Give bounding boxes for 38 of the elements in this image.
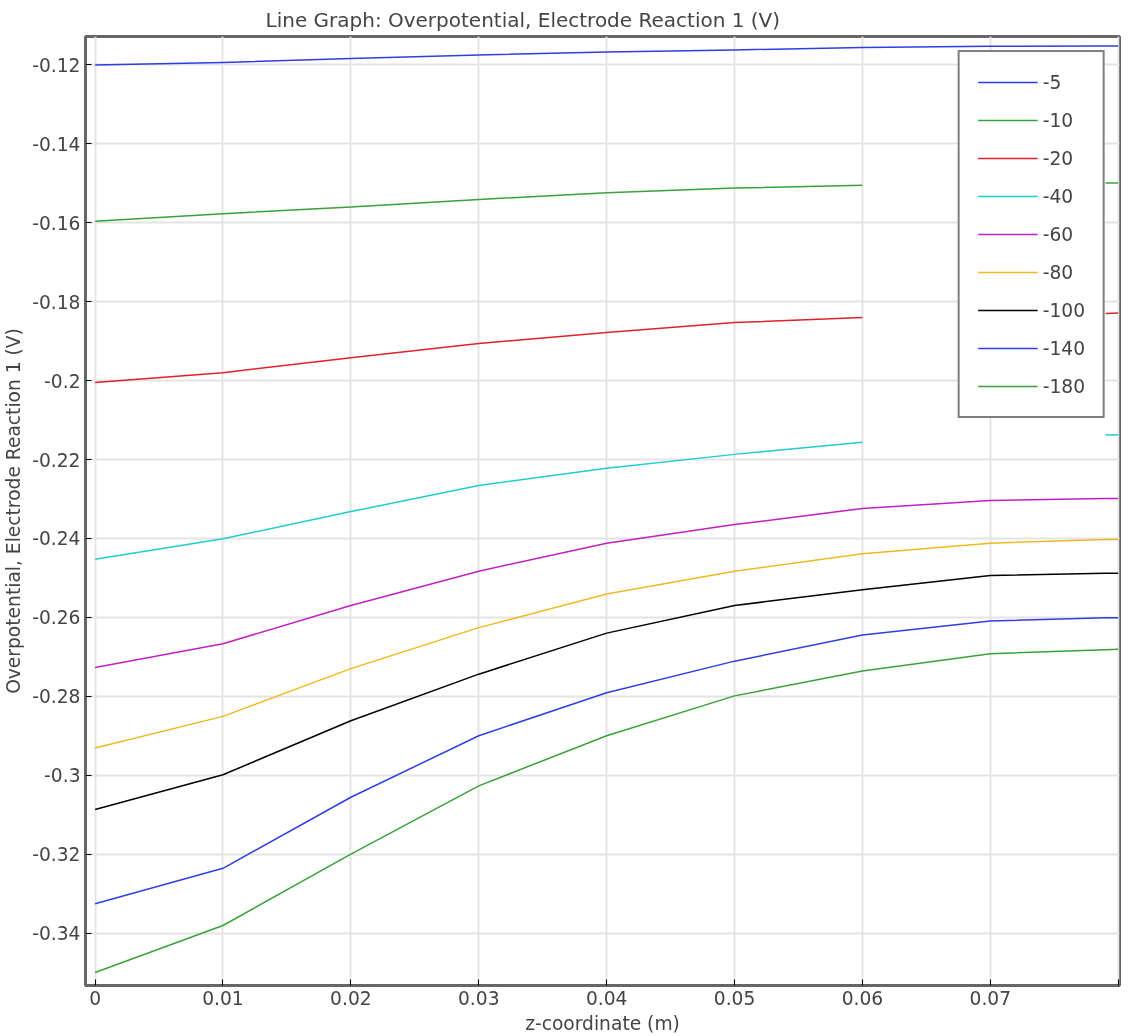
x-tick-label: 0.03 [458, 987, 500, 1009]
legend-label: -80 [1042, 260, 1074, 284]
legend-label: -100 [1042, 298, 1085, 322]
legend-label: -5 [1042, 70, 1063, 94]
x-tick-label: 0.05 [713, 987, 756, 1009]
y-tick-label: -0.26 [32, 607, 81, 629]
y-tick-label: -0.3 [44, 765, 81, 787]
legend-label: -40 [1042, 184, 1074, 208]
legend-label: -10 [1042, 108, 1074, 132]
x-tick-label: 0.01 [202, 987, 244, 1009]
x-axis-title: z-coordinate (m) [525, 1012, 680, 1034]
x-tick-label: 0.04 [585, 987, 628, 1009]
x-tick-label: 0.07 [969, 987, 1012, 1009]
legend-label: -180 [1042, 374, 1085, 398]
line-series [94, 497, 1119, 669]
y-tick-label: -0.34 [32, 923, 81, 945]
y-tick-label: -0.24 [32, 528, 81, 550]
line-series [94, 572, 1119, 811]
y-tick-label: -0.12 [32, 54, 81, 76]
legend-label: -20 [1042, 146, 1074, 170]
x-tick-label: 0.06 [841, 987, 884, 1009]
legend-label: -140 [1042, 336, 1085, 360]
y-tick-label: -0.18 [32, 291, 81, 313]
y-tick-label: -0.32 [32, 844, 81, 866]
y-tick-label: -0.14 [32, 133, 81, 155]
y-tick-label: -0.22 [32, 449, 81, 471]
line-series [94, 45, 1119, 66]
line-series [94, 616, 1119, 905]
y-tick-label: -0.2 [44, 370, 81, 392]
x-tick-label: 0.02 [330, 987, 372, 1009]
chart-title: Line Graph: Overpotential, Electrode Reaction 1 (V) [265, 7, 781, 32]
legend-label: -60 [1042, 222, 1074, 246]
x-tick-label: 0 [89, 987, 102, 1009]
line-series [94, 538, 1119, 749]
y-axis-title: Overpotential, Electrode Reaction 1 (V) [3, 328, 25, 694]
line-series [94, 648, 1119, 974]
y-tick-label: -0.16 [32, 212, 81, 234]
y-tick-label: -0.28 [32, 686, 81, 708]
